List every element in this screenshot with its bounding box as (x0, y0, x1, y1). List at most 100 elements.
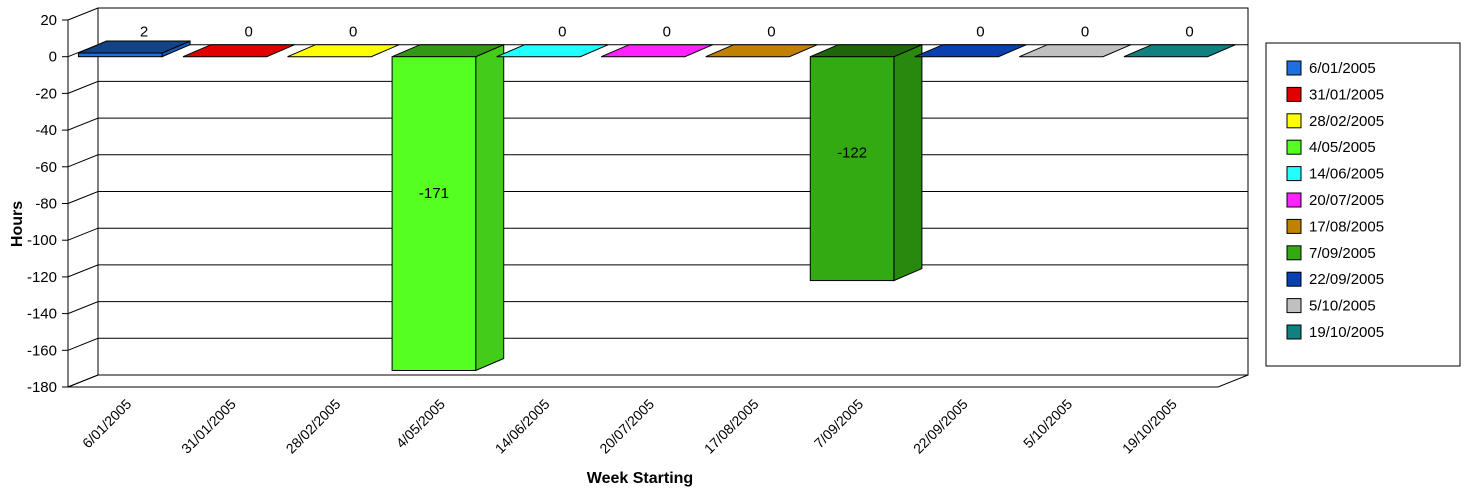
bar-14/06/2005 (496, 44, 609, 58)
x-category-label: 17/08/2005 (701, 396, 762, 457)
data-label: 0 (663, 24, 671, 41)
bar-front (391, 56, 477, 371)
legend-item: 14/06/2005 (1286, 166, 1384, 183)
bar-top (1123, 44, 1236, 58)
axes (62, 8, 1249, 388)
legend-item: 4/05/2005 (1286, 139, 1376, 156)
legend-swatch (1286, 271, 1302, 287)
y-tick-label: -120 (27, 269, 57, 286)
y-tick-label: -100 (27, 232, 57, 249)
x-category-label: 5/10/2005 (1020, 396, 1076, 452)
bar-top (600, 44, 714, 58)
legend-label: 28/02/2005 (1309, 113, 1384, 130)
data-label: 0 (767, 24, 775, 41)
x-axis-title: Week Starting (587, 470, 693, 487)
legend-swatch (1286, 139, 1302, 155)
y-axis-title: Hours (9, 201, 26, 247)
legend-item: 5/10/2005 (1286, 298, 1376, 315)
legend-label: 20/07/2005 (1309, 192, 1384, 209)
legend-label: 6/01/2005 (1309, 60, 1376, 77)
y-tick-labels: 20 0 -20 -40 -60 -80 -100 -120 -140 -160 -180 (27, 12, 57, 396)
legend: 6/01/2005 31/01/2005 28/02/2005 4/05/2005 14… (1265, 42, 1461, 367)
data-label: 0 (976, 24, 984, 41)
data-label: 0 (1185, 24, 1193, 41)
data-labels: 2 0 0 -171 0 0 0 -122 0 0 0 (140, 24, 1194, 202)
data-label: 0 (244, 24, 252, 41)
data-label: 0 (558, 24, 566, 41)
legend-swatch (1286, 245, 1302, 261)
x-category-labels: 6/01/2005 31/01/2005 28/02/2005 4/05/2005 14… (79, 396, 1180, 457)
bar-6/01/2005 (77, 40, 191, 58)
legend-item: 19/10/2005 (1286, 324, 1384, 341)
bar-top (182, 44, 295, 58)
x-category-label: 22/09/2005 (910, 396, 971, 457)
data-label: 0 (349, 24, 357, 41)
x-category-label: 28/02/2005 (283, 396, 344, 457)
bar-28/02/2005 (287, 44, 400, 58)
y-tick-label: 0 (49, 49, 57, 66)
bar-4/05/2005 (391, 43, 505, 372)
bar-top (914, 44, 1027, 58)
legend-swatch (1286, 218, 1302, 234)
bar-side (893, 43, 923, 282)
y-tick-label: -160 (27, 342, 57, 359)
y-tick-label: -60 (35, 159, 57, 176)
legend-item: 6/01/2005 (1286, 60, 1376, 77)
legend-swatch (1286, 166, 1302, 182)
y-tick-label: -20 (35, 85, 57, 102)
y-tick-label: 20 (40, 12, 57, 29)
legend-swatch (1286, 113, 1302, 129)
bar-20/07/2005 (600, 44, 714, 58)
x-category-label: 31/01/2005 (178, 396, 239, 457)
plot-floor (67, 374, 1249, 388)
legend-item: 7/09/2005 (1286, 245, 1376, 262)
legend-item: 31/01/2005 (1286, 86, 1384, 103)
legend-item: 22/09/2005 (1286, 271, 1384, 288)
bar-19/10/2005 (1123, 44, 1236, 58)
legend-item: 20/07/2005 (1286, 192, 1384, 209)
y-tick-label: -140 (27, 306, 57, 323)
bar-17/08/2005 (705, 44, 818, 58)
legend-label: 4/05/2005 (1309, 139, 1376, 156)
x-category-label: 4/05/2005 (393, 396, 449, 452)
bar-front (809, 56, 895, 282)
x-category-label: 20/07/2005 (596, 396, 657, 457)
bar-5/10/2005 (1019, 44, 1132, 58)
x-category-label: 6/01/2005 (79, 396, 135, 452)
data-label: 0 (1081, 24, 1089, 41)
legend-label: 19/10/2005 (1309, 324, 1384, 341)
bar-7/09/2005 (809, 43, 923, 282)
bar-front (77, 52, 163, 58)
gridline (67, 374, 1248, 388)
legend-swatch (1286, 298, 1302, 314)
legend-item: 17/08/2005 (1286, 218, 1384, 235)
bar-31/01/2005 (182, 44, 295, 58)
bar-top (496, 44, 609, 58)
bar-top (705, 44, 818, 58)
bar-top (287, 44, 400, 58)
data-label: -171 (419, 185, 449, 202)
x-category-label: 7/09/2005 (811, 396, 867, 452)
legend-swatch (1286, 324, 1302, 340)
legend-item: 28/02/2005 (1286, 113, 1384, 130)
bar-22/09/2005 (914, 44, 1027, 58)
legend-label: 14/06/2005 (1309, 166, 1384, 183)
legend-label: 31/01/2005 (1309, 86, 1384, 103)
y-tick-label: -80 (35, 196, 57, 213)
bar-top (1019, 44, 1132, 58)
legend-label: 5/10/2005 (1309, 298, 1376, 315)
y-tick-label: -180 (27, 379, 57, 396)
bars (77, 40, 1236, 372)
y-tick-label: -40 (35, 122, 57, 139)
bar-side (475, 43, 505, 372)
data-label: -122 (837, 144, 867, 161)
legend-swatch (1286, 86, 1302, 102)
x-category-label: 14/06/2005 (492, 396, 553, 457)
legend-label: 17/08/2005 (1309, 218, 1384, 235)
legend-swatch (1286, 192, 1302, 208)
data-label: 2 (140, 24, 148, 41)
legend-swatch (1286, 60, 1302, 76)
x-category-label: 19/10/2005 (1119, 396, 1180, 457)
legend-label: 22/09/2005 (1309, 271, 1384, 288)
